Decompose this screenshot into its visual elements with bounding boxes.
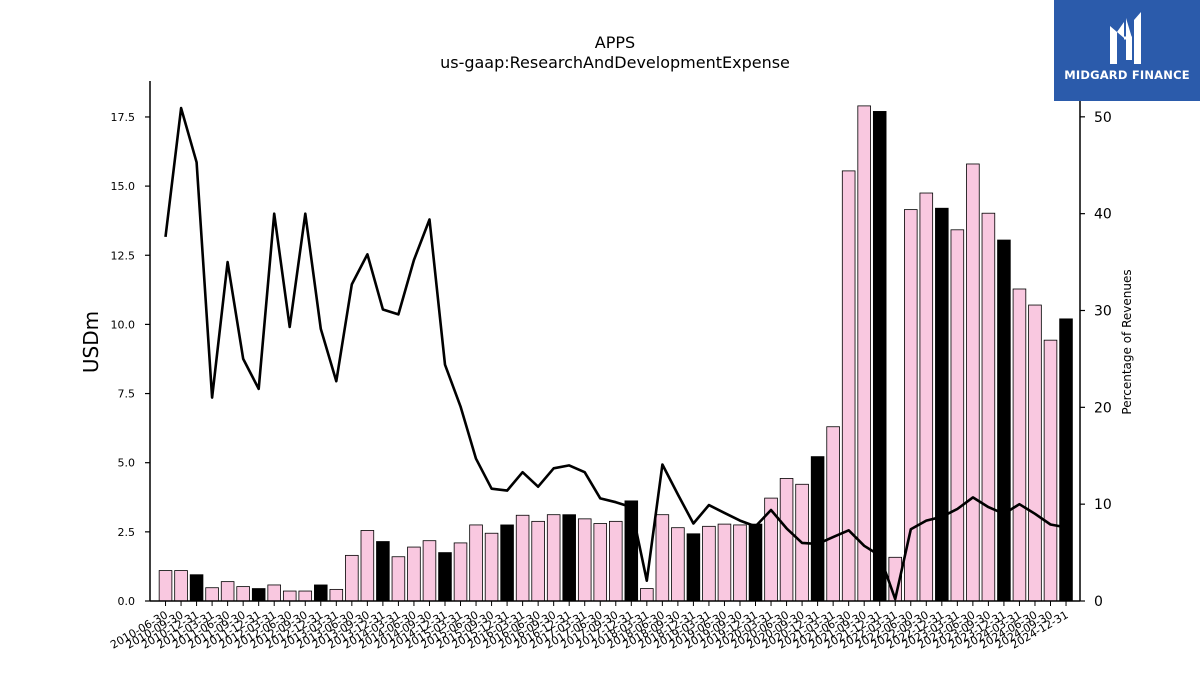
bar-2015-09-30 xyxy=(484,532,499,602)
bar-2012-12-31 xyxy=(314,584,328,602)
y-tick-label-left: 15.0 xyxy=(111,180,136,193)
midgard-finance-logo: MIDGARD FINANCE xyxy=(1054,0,1200,101)
bar-2017-12-31 xyxy=(624,500,639,602)
bar-2019-03-31 xyxy=(702,525,716,602)
bar-2011-03-31 xyxy=(205,587,219,602)
y-tick-label-left: 0.0 xyxy=(118,595,136,608)
bar-2023-09-30 xyxy=(981,212,996,602)
bar-2023-12-31 xyxy=(997,239,1011,602)
bar-2022-06-30 xyxy=(904,209,918,602)
bars-layer xyxy=(158,105,1073,602)
bar-2011-09-30 xyxy=(236,586,250,602)
bar-2014-06-30 xyxy=(407,546,421,602)
chart-title: APPS xyxy=(595,33,635,52)
line-layer xyxy=(164,106,1067,601)
y-tick-label-left: 2.5 xyxy=(118,526,136,539)
y-axis-label-right: Percentage of Revenues xyxy=(1120,269,1134,414)
y-tick-label-right: 40 xyxy=(1094,207,1112,223)
bar-2020-12-31 xyxy=(810,456,825,602)
bar-2015-12-31 xyxy=(500,524,514,602)
bar-2024-03-31 xyxy=(1012,288,1027,602)
bar-2020-06-30 xyxy=(779,478,794,602)
bar-2016-12-31 xyxy=(562,514,576,602)
bar-2011-06-30 xyxy=(220,581,235,602)
chart-subtitle: us-gaap:ResearchAndDevelopmentExpense xyxy=(440,53,790,72)
bar-2017-09-30 xyxy=(609,520,623,602)
bar-2014-09-30 xyxy=(422,540,437,602)
bar-2010-06-30 xyxy=(158,570,173,602)
bar-2024-09-30 xyxy=(1043,339,1058,602)
bar-2014-03-31 xyxy=(391,556,406,602)
y-tick-label-left: 10.0 xyxy=(111,318,136,331)
bar-2012-03-31 xyxy=(267,584,281,602)
bar-2010-09-30 xyxy=(174,570,188,602)
bar-2022-09-30 xyxy=(919,192,934,602)
bar-2013-06-30 xyxy=(345,554,359,602)
bar-2013-12-31 xyxy=(376,541,390,602)
y-tick-label-right: 0 xyxy=(1094,594,1103,610)
bar-2024-12-31 xyxy=(1059,318,1073,602)
percentage-of-revenues-line xyxy=(164,106,1067,601)
bar-2016-03-31 xyxy=(515,514,530,602)
bar-2017-06-30 xyxy=(593,523,608,602)
bar-2017-03-31 xyxy=(577,518,592,602)
bar-2018-12-31 xyxy=(686,533,701,602)
y-tick-label-right: 30 xyxy=(1094,303,1112,319)
bar-2019-06-30 xyxy=(717,523,732,602)
bar-2015-06-30 xyxy=(469,524,483,602)
bar-2023-06-30 xyxy=(966,163,980,602)
bar-2019-12-31 xyxy=(748,523,763,602)
bar-2021-03-31 xyxy=(826,426,840,602)
bar-2018-06-30 xyxy=(655,514,670,602)
bar-2023-03-31 xyxy=(950,229,965,602)
mf-monogram-icon xyxy=(1110,12,1141,64)
bar-2013-03-31 xyxy=(329,588,344,602)
bar-2011-12-31 xyxy=(251,588,266,602)
y-tick-label-left: 5.0 xyxy=(118,457,136,470)
y-tick-label-right: 50 xyxy=(1094,110,1112,126)
bar-2018-03-31 xyxy=(640,588,654,602)
bar-2010-12-31 xyxy=(189,574,204,602)
bar-2022-12-31 xyxy=(935,207,949,602)
bar-2012-06-30 xyxy=(282,590,297,602)
logo-text: MIDGARD FINANCE xyxy=(1064,68,1190,82)
bar-2021-12-31 xyxy=(872,111,887,602)
bar-2016-09-30 xyxy=(546,514,561,602)
y-tick-label-left: 7.5 xyxy=(118,388,136,401)
bar-2014-12-31 xyxy=(438,552,452,602)
bar-2021-09-30 xyxy=(857,105,871,602)
bar-2015-03-31 xyxy=(453,542,468,602)
y-tick-label-right: 10 xyxy=(1094,497,1112,513)
y-axis-label-left: USDm xyxy=(79,311,103,373)
bar-2018-09-30 xyxy=(671,527,685,602)
bar-2024-06-30 xyxy=(1028,304,1042,602)
y-tick-label-left: 17.5 xyxy=(111,111,136,124)
bar-2016-06-30 xyxy=(531,520,545,602)
y-tick-label-right: 20 xyxy=(1094,400,1112,416)
bar-2013-09-30 xyxy=(360,530,375,602)
bar-2019-09-30 xyxy=(733,524,747,602)
y-tick-label-left: 12.5 xyxy=(111,249,136,262)
bar-2012-09-30 xyxy=(298,590,313,602)
